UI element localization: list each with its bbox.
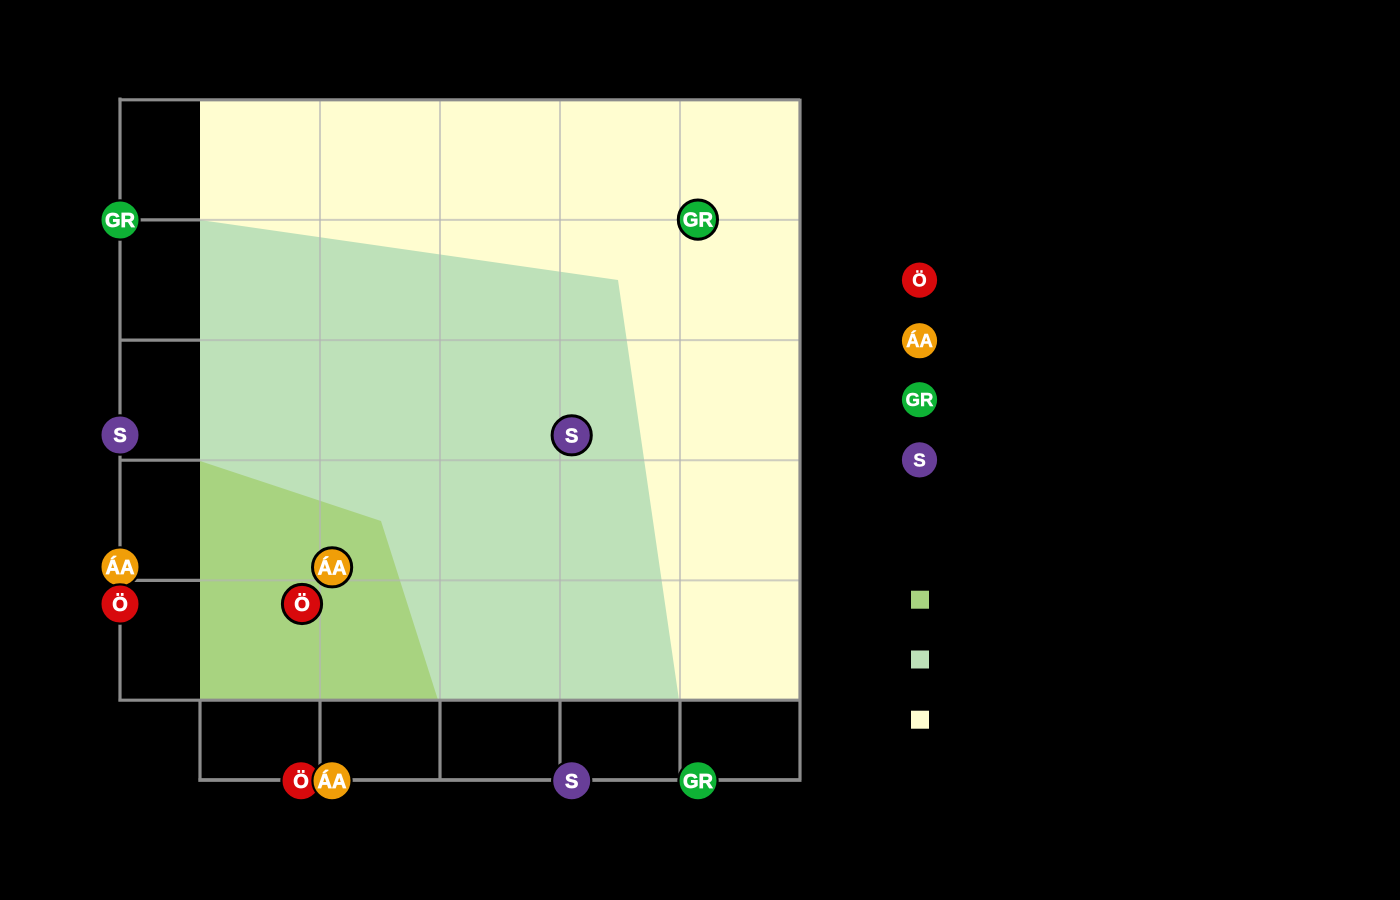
svg-text:S: S (113, 425, 126, 447)
svg-text:S: S (565, 425, 578, 447)
svg-text:ÁA: ÁA (106, 556, 135, 579)
svg-text:S: S (565, 771, 578, 793)
svg-text:ÁA: ÁA (318, 556, 347, 579)
svg-text:GR: GR (683, 210, 714, 232)
svg-text:Ö: Ö (912, 270, 926, 291)
svg-text:GR: GR (906, 389, 934, 410)
svg-text:GR: GR (683, 771, 714, 793)
svg-text:S: S (913, 449, 925, 470)
svg-text:ÁA: ÁA (318, 770, 347, 793)
svg-text:Ö: Ö (294, 593, 310, 616)
svg-text:Ö: Ö (112, 593, 128, 616)
svg-text:ÁA: ÁA (906, 330, 933, 351)
svg-text:GR: GR (105, 210, 136, 232)
svg-text:Ö: Ö (293, 770, 309, 793)
